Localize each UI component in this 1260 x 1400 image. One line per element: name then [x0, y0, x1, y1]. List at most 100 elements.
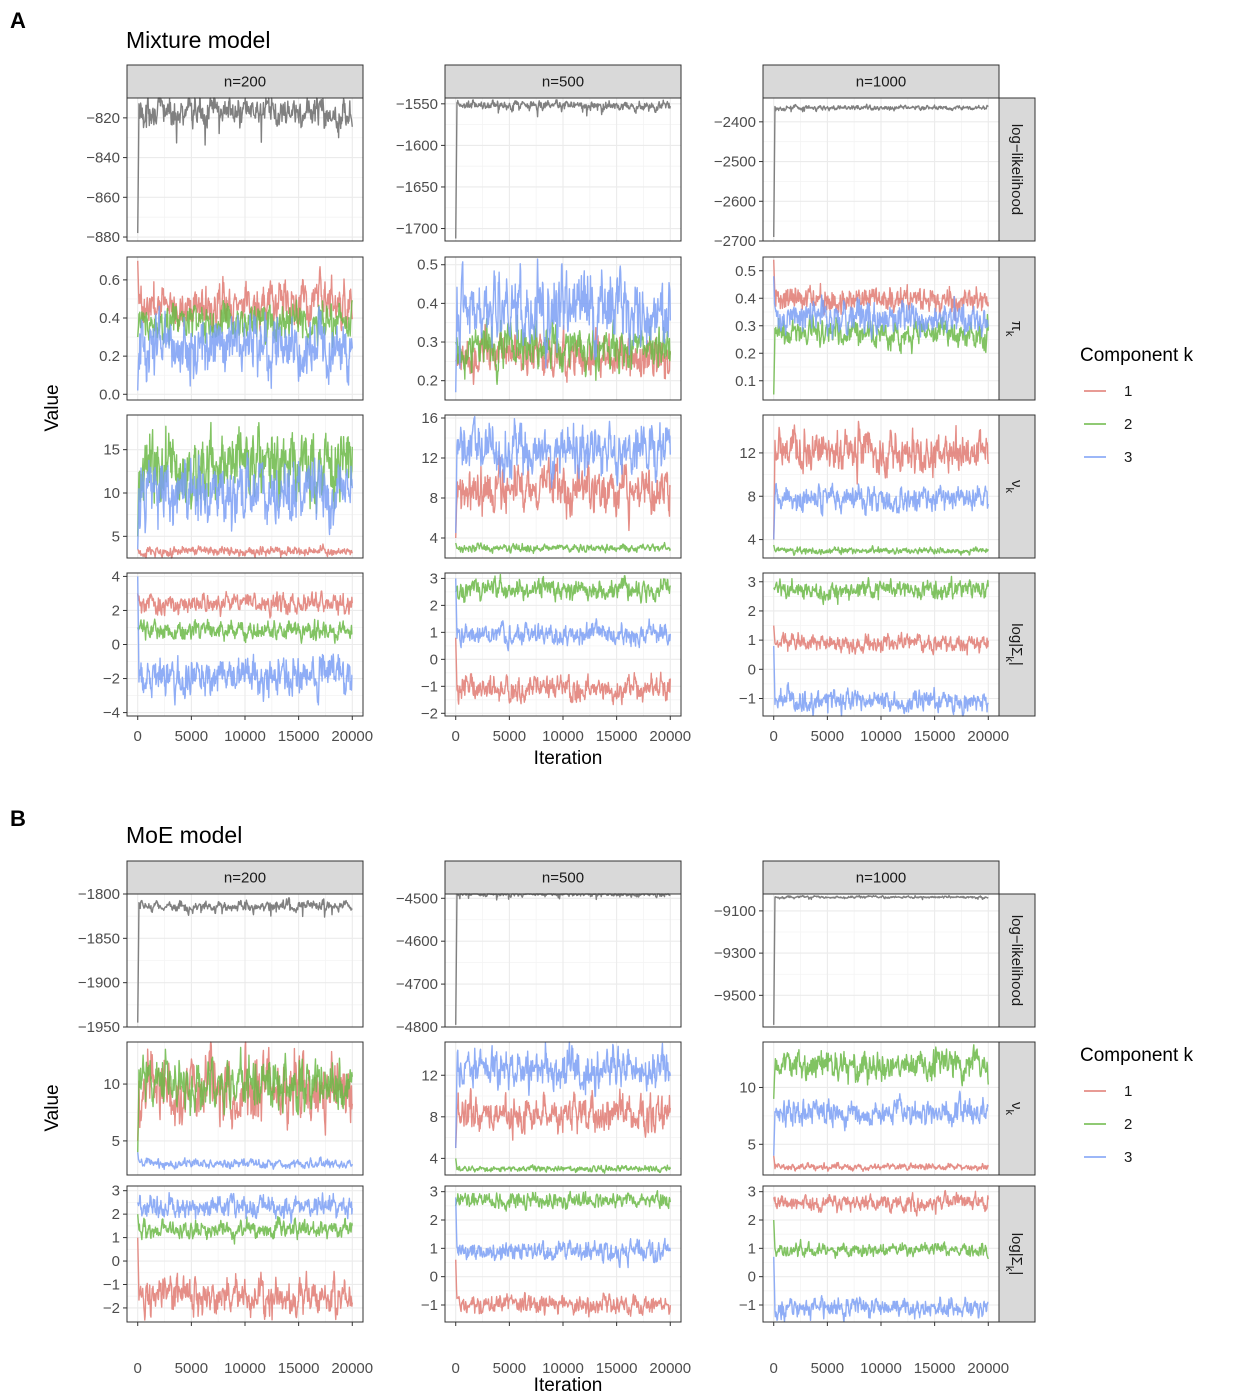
x-tick-label: 0: [770, 728, 778, 745]
y-tick-label: 4: [430, 530, 438, 547]
trace-series-loglik: [773, 894, 989, 1025]
y-tick-label: 0.4: [417, 295, 438, 312]
trace-series-3: [137, 452, 353, 550]
x-tick-label: 15000: [914, 1360, 956, 1377]
trace-series-3: [455, 415, 671, 534]
y-tick-label: 12: [421, 450, 438, 467]
y-tick-label: 8: [748, 488, 756, 505]
x-tick-label: 15000: [914, 728, 956, 745]
y-tick-label: 16: [421, 410, 438, 427]
y-tick-label: 0: [748, 661, 756, 678]
y-tick-label: 3: [430, 1184, 438, 1201]
trace-series-1: [773, 1189, 989, 1217]
facet-panel: 0.0 0.2 0.4 0.6: [99, 256, 364, 403]
trace-series-2: [137, 618, 353, 644]
y-axis-title-a: Value: [42, 384, 63, 431]
y-tick-label: 0.4: [735, 290, 756, 307]
trace-series-2: [455, 573, 671, 604]
y-axis-title-b: Value: [42, 1084, 63, 1131]
x-tick-label: 10000: [860, 1360, 902, 1377]
y-tick-label: 3: [748, 574, 756, 591]
x-tick-label: 0: [134, 1360, 142, 1377]
panel-letter-a: A: [10, 8, 26, 33]
y-tick-label: 3: [112, 1183, 120, 1200]
trace-series-1: [455, 1087, 671, 1149]
x-tick-label: 5000: [175, 1360, 208, 1377]
y-tick-label: −1850: [78, 930, 120, 947]
y-tick-label: −9300: [714, 945, 756, 962]
legend-title-b: Component k: [1080, 1045, 1194, 1066]
y-tick-label: 0.1: [735, 373, 756, 390]
y-tick-label: 2: [430, 597, 438, 614]
facet-panel: −880 −860 −840 −820: [86, 97, 364, 246]
y-tick-label: 4: [748, 532, 756, 549]
column-strip-label: n=200: [224, 74, 266, 91]
chart-title-a: Mixture model: [126, 27, 270, 53]
row-strip-label: log|Σk|: [1003, 623, 1025, 666]
facet-panel: 4 8 12: [421, 1041, 682, 1176]
facet-panel: 0.1 0.2 0.3 0.4 0.5: [735, 256, 1000, 401]
row-strip: [998, 1041, 1036, 1176]
x-tick-label: 0: [452, 1360, 460, 1377]
x-tick-label: 20000: [649, 1360, 691, 1377]
row-strip: [998, 893, 1036, 1028]
facet-panel: −4800 −4700 −4600 −4500: [396, 890, 682, 1036]
panel-border: [444, 893, 682, 1028]
y-tick-label: −1: [421, 1297, 438, 1314]
y-tick-label: −4: [103, 705, 120, 722]
trace-series-1: [773, 1155, 989, 1173]
y-tick-label: −4800: [396, 1019, 438, 1036]
facet-panel: 5 10 15: [103, 414, 364, 559]
facet-panel: 4 8 12 16: [421, 410, 682, 559]
y-tick-label: −1800: [78, 886, 120, 903]
legend-a: Component k 1 2 3: [1080, 345, 1194, 466]
legend-label-2: 2: [1124, 1116, 1132, 1133]
trace-series-2: [773, 1044, 989, 1099]
facet-panel: −1700 −1650 −1600 −1550: [396, 96, 682, 242]
trace-series-1: [773, 625, 989, 656]
y-tick-label: 0: [112, 1253, 120, 1270]
x-tick-label: 15000: [596, 728, 638, 745]
y-tick-label: 4: [430, 1150, 438, 1167]
y-tick-label: −4700: [396, 976, 438, 993]
trace-series-2: [137, 299, 353, 349]
row-strip-label: log|Σk|: [1003, 1233, 1025, 1276]
y-tick-label: 2: [112, 1206, 120, 1223]
x-tick-label: 15000: [596, 1360, 638, 1377]
trace-series-loglik: [455, 99, 671, 239]
legend-label-3: 3: [1124, 449, 1132, 466]
trace-series-2: [773, 544, 989, 557]
facet-panel: −1 0 1 2 3 0 5000 10000 15000 20000: [739, 572, 1009, 745]
trace-series-loglik: [137, 897, 353, 1023]
x-tick-label: 0: [452, 728, 460, 745]
trace-series-loglik: [773, 103, 989, 238]
trace-series-3: [137, 305, 353, 391]
y-tick-label: 4: [112, 568, 120, 585]
panel-border: [126, 97, 364, 242]
trace-series-1: [773, 259, 989, 322]
trace-series-1: [137, 543, 353, 559]
legend-b: Component k 1 2 3: [1080, 1045, 1194, 1166]
y-tick-label: 0.0: [99, 386, 120, 403]
trace-series-1: [137, 1041, 353, 1141]
trace-series-3: [137, 1152, 353, 1170]
column-strip-n=200: [126, 860, 364, 895]
y-tick-label: 10: [103, 1076, 120, 1093]
y-tick-label: 8: [430, 1109, 438, 1126]
trace-series-3: [773, 276, 989, 340]
x-axis-title-a: Iteration: [534, 748, 603, 769]
x-tick-label: 5000: [811, 1360, 844, 1377]
y-tick-label: 2: [748, 603, 756, 620]
legend-label-2: 2: [1124, 416, 1132, 433]
y-tick-label: 1: [430, 1240, 438, 1257]
x-tick-label: 5000: [811, 728, 844, 745]
row-strip: [998, 97, 1036, 242]
y-tick-label: −2600: [714, 193, 756, 210]
y-tick-label: 12: [421, 1067, 438, 1084]
trace-series-1: [455, 1259, 671, 1318]
y-tick-label: −2500: [714, 154, 756, 171]
y-tick-label: 12: [739, 445, 756, 462]
panel-border: [126, 256, 364, 401]
y-tick-label: −4500: [396, 890, 438, 907]
y-tick-label: 0.5: [735, 263, 756, 280]
